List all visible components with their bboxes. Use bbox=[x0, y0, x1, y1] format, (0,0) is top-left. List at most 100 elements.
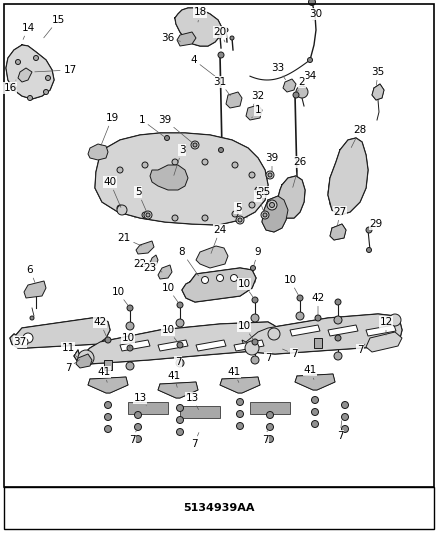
Text: 7: 7 bbox=[357, 344, 365, 355]
Text: 41: 41 bbox=[97, 367, 111, 382]
Text: 10: 10 bbox=[162, 283, 178, 303]
Circle shape bbox=[335, 335, 341, 341]
Text: 7: 7 bbox=[191, 433, 199, 449]
Polygon shape bbox=[18, 68, 32, 82]
Circle shape bbox=[238, 218, 242, 222]
Circle shape bbox=[255, 187, 261, 193]
Text: 41: 41 bbox=[227, 367, 240, 383]
Circle shape bbox=[193, 143, 197, 147]
Circle shape bbox=[43, 90, 49, 94]
Text: 35: 35 bbox=[371, 67, 385, 85]
Circle shape bbox=[245, 341, 259, 355]
Circle shape bbox=[146, 213, 150, 217]
Circle shape bbox=[117, 205, 127, 215]
Text: 23: 23 bbox=[143, 263, 162, 273]
Polygon shape bbox=[226, 92, 242, 108]
Circle shape bbox=[177, 405, 184, 411]
Text: 1: 1 bbox=[252, 105, 261, 118]
Text: 8: 8 bbox=[179, 247, 198, 276]
Polygon shape bbox=[150, 165, 188, 190]
Circle shape bbox=[311, 397, 318, 403]
Circle shape bbox=[30, 316, 34, 320]
Text: 42: 42 bbox=[93, 317, 107, 337]
Text: 39: 39 bbox=[265, 153, 279, 172]
Text: 17: 17 bbox=[35, 65, 77, 75]
Polygon shape bbox=[328, 138, 368, 215]
Text: 25: 25 bbox=[258, 187, 271, 203]
Polygon shape bbox=[366, 332, 402, 352]
Circle shape bbox=[33, 55, 39, 61]
Circle shape bbox=[176, 359, 184, 367]
Circle shape bbox=[219, 148, 223, 152]
Circle shape bbox=[127, 345, 133, 351]
Text: 5: 5 bbox=[135, 187, 147, 213]
Polygon shape bbox=[295, 374, 335, 390]
Circle shape bbox=[267, 200, 277, 210]
Polygon shape bbox=[246, 105, 262, 120]
Circle shape bbox=[269, 203, 275, 207]
Text: 42: 42 bbox=[311, 293, 325, 315]
Circle shape bbox=[134, 435, 141, 442]
Circle shape bbox=[297, 295, 303, 301]
Polygon shape bbox=[278, 176, 305, 218]
Text: 24: 24 bbox=[211, 225, 226, 253]
Circle shape bbox=[251, 314, 259, 322]
Text: 7: 7 bbox=[283, 349, 297, 359]
Polygon shape bbox=[234, 340, 264, 351]
Text: 41: 41 bbox=[304, 365, 317, 379]
Text: 3: 3 bbox=[174, 145, 185, 175]
Polygon shape bbox=[250, 402, 290, 414]
Circle shape bbox=[23, 333, 33, 343]
Polygon shape bbox=[196, 246, 228, 268]
Circle shape bbox=[20, 338, 28, 346]
Polygon shape bbox=[24, 281, 46, 298]
Text: 29: 29 bbox=[369, 219, 383, 230]
Circle shape bbox=[308, 0, 315, 5]
Text: 30: 30 bbox=[309, 9, 322, 20]
Polygon shape bbox=[136, 241, 154, 254]
Text: 5134939AA: 5134939AA bbox=[183, 503, 255, 513]
Circle shape bbox=[335, 299, 341, 305]
Circle shape bbox=[224, 28, 228, 32]
Text: 26: 26 bbox=[293, 157, 307, 187]
Text: 5: 5 bbox=[235, 203, 241, 217]
Text: 36: 36 bbox=[161, 33, 180, 43]
Text: 4: 4 bbox=[191, 55, 218, 78]
Text: 7: 7 bbox=[175, 357, 181, 367]
Circle shape bbox=[342, 401, 349, 408]
Polygon shape bbox=[328, 325, 358, 336]
Polygon shape bbox=[128, 402, 168, 414]
Polygon shape bbox=[158, 265, 172, 279]
Circle shape bbox=[15, 60, 21, 64]
Circle shape bbox=[263, 213, 267, 217]
Circle shape bbox=[202, 159, 208, 165]
Circle shape bbox=[237, 399, 244, 406]
Circle shape bbox=[216, 274, 223, 281]
Circle shape bbox=[105, 414, 112, 421]
Circle shape bbox=[251, 265, 255, 271]
Text: 6: 6 bbox=[27, 265, 35, 282]
Text: 10: 10 bbox=[237, 279, 254, 298]
Circle shape bbox=[296, 312, 304, 320]
Text: 1: 1 bbox=[139, 115, 164, 136]
Polygon shape bbox=[242, 314, 402, 354]
Text: 10: 10 bbox=[121, 333, 134, 348]
Circle shape bbox=[202, 215, 208, 221]
Circle shape bbox=[311, 421, 318, 427]
Circle shape bbox=[307, 58, 312, 62]
Circle shape bbox=[78, 350, 94, 366]
Bar bbox=[4, 487, 434, 529]
Circle shape bbox=[251, 356, 259, 364]
Polygon shape bbox=[88, 377, 128, 393]
Text: 27: 27 bbox=[333, 207, 346, 225]
Polygon shape bbox=[220, 377, 260, 393]
Text: 22: 22 bbox=[134, 259, 150, 269]
Polygon shape bbox=[10, 318, 110, 348]
Text: 13: 13 bbox=[185, 393, 198, 409]
Text: 11: 11 bbox=[61, 343, 78, 358]
Circle shape bbox=[177, 416, 184, 424]
Circle shape bbox=[367, 247, 371, 253]
Text: 19: 19 bbox=[101, 113, 119, 146]
Circle shape bbox=[252, 339, 258, 345]
Text: 5: 5 bbox=[254, 191, 264, 212]
